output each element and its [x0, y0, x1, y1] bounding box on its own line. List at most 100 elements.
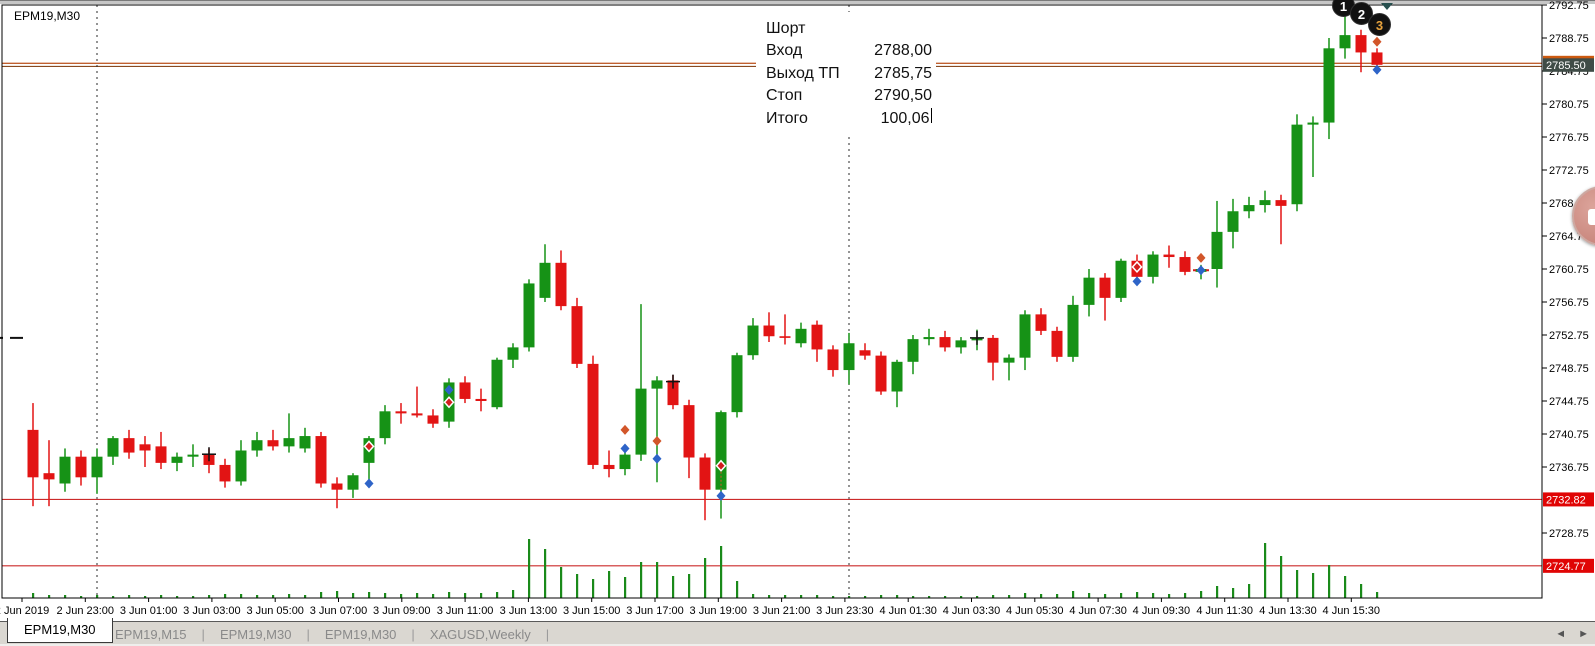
- trade-panel-row: Стоп 2790,50: [766, 85, 932, 107]
- tab-scroll-controls: ◄ ►: [1555, 622, 1589, 646]
- sequence-badge-2: 2: [1350, 2, 1373, 25]
- volume-bar: [1168, 594, 1171, 598]
- candle-body: [1099, 277, 1111, 298]
- candle-body: [939, 337, 951, 348]
- price-tick-label: 2744.75: [1549, 396, 1589, 408]
- candle-body: [683, 405, 695, 458]
- tab-separator: |: [306, 626, 310, 642]
- price-tick-label: 2792.75: [1549, 0, 1589, 12]
- volume-bar: [1120, 593, 1123, 598]
- time-tick-label: 3 Jun 19:00: [690, 605, 748, 617]
- chart-shift-marker-icon[interactable]: [1381, 3, 1393, 10]
- candle-body: [955, 340, 967, 348]
- time-tick-label: 3 Jun 11:00: [437, 605, 494, 617]
- volume-bar: [128, 595, 131, 598]
- volume-bar: [848, 596, 851, 598]
- volume-bar: [1088, 593, 1091, 598]
- volume-bar: [928, 596, 931, 598]
- price-tick-label: 2776.75: [1549, 132, 1589, 144]
- candle-body: [555, 262, 567, 307]
- volume-bar: [768, 595, 771, 598]
- volume-bar: [160, 595, 163, 598]
- tab-active[interactable]: EPM19,M30: [7, 618, 113, 643]
- volume-bar: [1136, 592, 1139, 598]
- candle-body: [635, 388, 647, 455]
- buy-arrow-icon: [1372, 64, 1382, 75]
- volume-bar: [512, 590, 515, 598]
- candle-body: [1083, 277, 1095, 305]
- candle-body: [603, 464, 615, 470]
- time-tick-label: 3 Jun 21:00: [753, 605, 811, 617]
- volume-bar: [688, 574, 691, 598]
- price-badge: [1543, 492, 1594, 507]
- trade-annotation-panel[interactable]: Шорт Вход 2788,00 Выход ТП 2785,75 Стоп 2790,5…: [756, 12, 936, 134]
- candle-body: [1051, 330, 1063, 357]
- volume-bar: [480, 593, 483, 598]
- volume-bar: [1248, 584, 1251, 598]
- candle-body: [155, 446, 167, 463]
- volume-bar: [736, 581, 739, 598]
- volume-bar: [1200, 591, 1203, 598]
- tab-scroll-right-icon[interactable]: ►: [1578, 628, 1589, 640]
- volume-bar: [1264, 543, 1267, 598]
- trade-panel-row: Итого 100,06: [766, 107, 932, 130]
- volume-bar: [544, 549, 547, 598]
- marker-bracket: [1193, 269, 1196, 272]
- volume-bar: [1232, 588, 1235, 598]
- volume-bar: [368, 592, 371, 598]
- time-tick-label: 2 Jun 23:00: [57, 605, 115, 617]
- price-tick-label: 2728.75: [1549, 528, 1589, 540]
- candle-body: [107, 438, 119, 457]
- tab-item[interactable]: EPM19,M15: [115, 626, 187, 642]
- text-cursor: [930, 107, 932, 123]
- volume-bar: [992, 595, 995, 598]
- candle-body: [1259, 200, 1271, 206]
- candle-body: [395, 411, 407, 414]
- tab-item[interactable]: EPM19,M30: [324, 626, 397, 642]
- volume-bar: [208, 595, 211, 598]
- candle-body: [187, 454, 199, 457]
- tab-separator: |: [201, 626, 205, 642]
- volume-bar: [320, 592, 323, 598]
- volume-bar: [432, 594, 435, 598]
- volume-bar: [976, 596, 979, 598]
- volume-bar: [656, 562, 659, 598]
- camera-icon: [1588, 209, 1595, 225]
- volume-bar: [1344, 576, 1347, 598]
- volume-bar: [1376, 592, 1379, 598]
- candlestick-chart[interactable]: 2792.752788.752784.752780.752776.752772.…: [0, 0, 1595, 621]
- time-tick-label: 4 Jun 01:30: [879, 605, 937, 617]
- volume-bar: [1312, 573, 1315, 598]
- volume-bar: [80, 596, 83, 598]
- tab-item[interactable]: EPM19,M30: [219, 626, 292, 642]
- trade-row-value: 100,06: [880, 109, 930, 127]
- tab-scroll-left-icon[interactable]: ◄: [1555, 628, 1567, 640]
- candle-body: [1307, 122, 1319, 125]
- volume-bar: [864, 596, 867, 598]
- volume-bar: [560, 567, 563, 598]
- volume-bar: [1072, 591, 1075, 598]
- time-tick-label: 3 Jun 03:00: [183, 605, 241, 617]
- candle-body: [907, 339, 919, 362]
- trade-panel-row: Вход 2788,00: [766, 40, 932, 62]
- candle-body: [651, 380, 663, 389]
- volume-bar: [1024, 593, 1027, 598]
- chart-tabs-bar: EPM19,M30 ◄ ► EPM19,M15 | EPM19,M30 | EPM19,…: [0, 618, 1595, 646]
- candle-body: [91, 456, 103, 478]
- volume-bar: [752, 594, 755, 598]
- candle-body: [1227, 211, 1239, 232]
- volume-bar: [1328, 565, 1331, 598]
- volume-bar: [416, 593, 419, 598]
- tab-item[interactable]: XAGUSD,Weekly: [429, 626, 531, 642]
- volume-bar: [1296, 570, 1299, 598]
- time-tick-label: 4 Jun 05:30: [1006, 605, 1064, 617]
- volume-bar: [672, 576, 675, 598]
- volume-bar: [800, 595, 803, 598]
- candle-body: [1339, 35, 1351, 49]
- candle-body: [859, 350, 871, 356]
- candle-body: [459, 382, 471, 399]
- buy-arrow-icon: [444, 384, 454, 395]
- volume-bar: [1040, 594, 1043, 598]
- candle-body: [875, 355, 887, 392]
